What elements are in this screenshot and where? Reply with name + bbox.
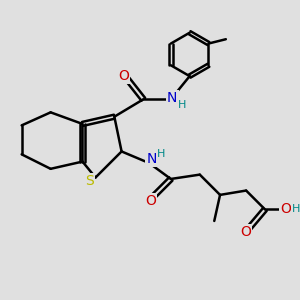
Text: H: H <box>292 204 300 214</box>
Text: O: O <box>145 194 156 208</box>
Text: N: N <box>146 152 157 166</box>
Text: H: H <box>157 149 165 159</box>
Text: O: O <box>118 69 129 83</box>
Text: O: O <box>240 225 251 239</box>
Text: O: O <box>280 202 291 216</box>
Text: H: H <box>178 100 186 110</box>
Text: N: N <box>167 91 178 105</box>
Text: S: S <box>85 174 94 188</box>
